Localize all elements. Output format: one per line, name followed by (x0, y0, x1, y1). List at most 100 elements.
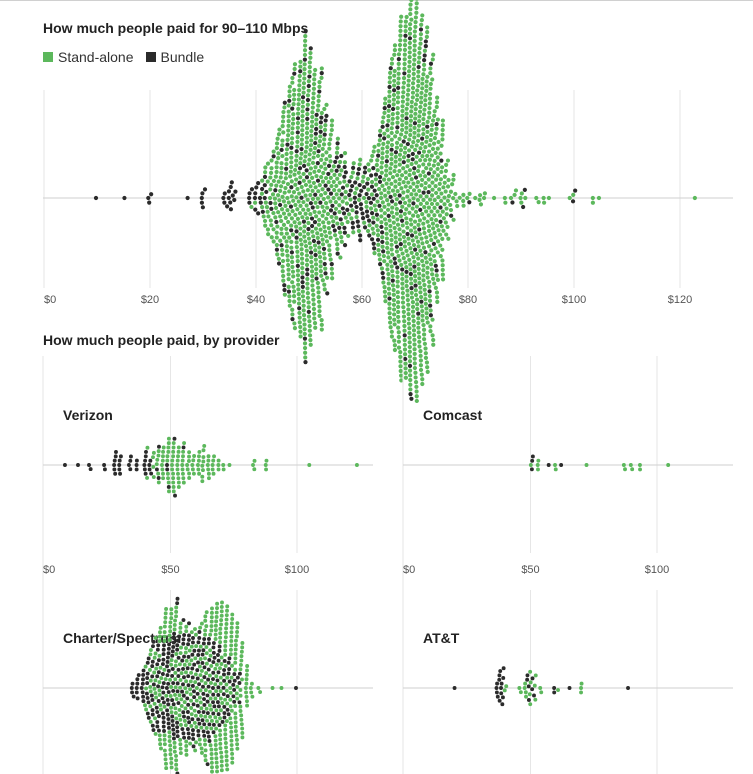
main-point-stand-alone (326, 225, 331, 231)
main-point-stand-alone (406, 158, 411, 163)
main-point-stand-alone (403, 361, 408, 366)
main-point-stand-alone (395, 111, 400, 116)
main-point-stand-alone (451, 196, 456, 201)
main-point-stand-alone (319, 75, 324, 80)
main-point-stand-alone (412, 337, 417, 342)
facet-charter-spectrum-point-stand-alone (213, 682, 218, 687)
facet-charter-spectrum-point-stand-alone (213, 632, 218, 637)
facet-charter-spectrum-point-stand-alone (223, 648, 228, 653)
facet-charter-spectrum-point-stand-alone (214, 619, 219, 624)
main-point-bundle (312, 220, 318, 225)
facet-charter-spectrum-point-bundle (156, 658, 161, 663)
facet-comcast-point-stand-alone (553, 463, 557, 467)
main-point-stand-alone (432, 170, 437, 175)
main-point-stand-alone (546, 195, 552, 201)
facet-comcast-point-stand-alone (638, 467, 642, 472)
main-point-stand-alone (427, 293, 432, 299)
main-point-stand-alone (392, 73, 397, 78)
facet-charter-spectrum-point-stand-alone (219, 768, 224, 773)
facet-charter-spectrum-point-stand-alone (198, 688, 203, 693)
main-point-bundle (333, 159, 338, 165)
facet-verizon-point-stand-alone (201, 459, 206, 464)
facet-charter-spectrum-point-bundle (181, 641, 186, 646)
main-point-stand-alone (290, 312, 295, 317)
main-point-stand-alone (361, 174, 366, 179)
main-point-stand-alone (381, 280, 386, 285)
main-point-bundle (372, 246, 377, 251)
main-point-stand-alone (421, 327, 427, 332)
main-point-stand-alone (289, 216, 294, 221)
facet-charter-spectrum-point-bundle (187, 720, 192, 725)
main-point-stand-alone (291, 289, 297, 294)
main-point-bundle (93, 195, 99, 201)
main-point-stand-alone (419, 95, 424, 100)
main-point-stand-alone (398, 359, 403, 364)
main-point-stand-alone (402, 323, 407, 329)
main-point-stand-alone (358, 157, 363, 162)
facet-charter-spectrum-point-stand-alone (182, 718, 187, 723)
main-point-stand-alone (395, 270, 400, 275)
facet-charter-spectrum-point-bundle (155, 720, 160, 725)
main-point-stand-alone (303, 239, 308, 244)
facet-charter-spectrum-point-bundle (151, 639, 156, 644)
main-point-stand-alone (376, 148, 381, 154)
main-point-stand-alone (300, 104, 305, 109)
facet-charter-spectrum-point-bundle (197, 636, 202, 640)
main-point-stand-alone (407, 45, 412, 50)
facet-charter-spectrum-point-stand-alone (229, 630, 234, 635)
main-point-stand-alone (261, 214, 266, 219)
main-point-stand-alone (301, 171, 306, 177)
main-point-stand-alone (286, 133, 291, 138)
main-point-stand-alone (412, 269, 417, 274)
facet-charter-spectrum-point-bundle (202, 665, 207, 670)
facet-charter-spectrum-point-stand-alone (198, 700, 203, 705)
facet-charter-spectrum-point-stand-alone (208, 648, 213, 653)
main-point-bundle (423, 250, 428, 255)
main-point-stand-alone (291, 116, 296, 122)
facet-charter-spectrum-point-stand-alone (235, 621, 240, 626)
facet-verizon-point-stand-alone (196, 458, 201, 463)
facet-at-t-point-bundle (499, 686, 503, 690)
facet-verizon-point-stand-alone (170, 467, 175, 472)
main-point-stand-alone (388, 320, 393, 325)
main-point-stand-alone (305, 295, 311, 300)
main-point-stand-alone (395, 173, 400, 178)
facet-charter-spectrum-point-stand-alone (214, 726, 219, 731)
facet-verizon-point-stand-alone (176, 449, 181, 454)
main-point-bundle (362, 185, 367, 190)
main-point-bundle (407, 36, 413, 41)
main-point-bundle (406, 153, 411, 159)
facet-charter-spectrum-point-stand-alone (188, 687, 193, 692)
main-point-stand-alone (285, 137, 290, 143)
facet-charter-spectrum-point-stand-alone (174, 716, 179, 721)
facet-charter-spectrum-point-stand-alone (178, 746, 183, 751)
facet-charter-spectrum-point-stand-alone (209, 628, 214, 633)
facet-charter-spectrum-point-stand-alone (229, 621, 234, 626)
main-point-stand-alone (419, 183, 424, 188)
main-point-stand-alone (408, 185, 413, 190)
main-point-stand-alone (249, 204, 254, 210)
main-point-bundle (371, 241, 376, 246)
main-point-stand-alone (269, 223, 274, 228)
facet-verizon-point-stand-alone (180, 458, 185, 463)
main-point-stand-alone (283, 215, 288, 220)
main-point-stand-alone (395, 300, 401, 305)
main-point-stand-alone (416, 266, 421, 271)
facet-at-t-point-stand-alone (539, 690, 544, 695)
main-point-bundle (226, 195, 231, 201)
main-point-stand-alone (304, 203, 309, 208)
main-point-bundle (305, 267, 310, 272)
main-point-stand-alone (422, 62, 427, 67)
main-point-stand-alone (306, 314, 312, 319)
main-point-stand-alone (310, 114, 315, 120)
main-point-bundle (378, 262, 383, 267)
main-point-stand-alone (300, 132, 305, 138)
main-point-stand-alone (431, 52, 436, 57)
main-point-stand-alone (421, 116, 426, 122)
top-rule (0, 0, 753, 1)
main-point-stand-alone (392, 338, 397, 343)
facet-charter-spectrum-point-bundle (170, 714, 175, 719)
main-point-bundle (349, 203, 354, 208)
main-point-bundle (294, 149, 299, 154)
facet-charter-spectrum-point-stand-alone (178, 630, 183, 635)
